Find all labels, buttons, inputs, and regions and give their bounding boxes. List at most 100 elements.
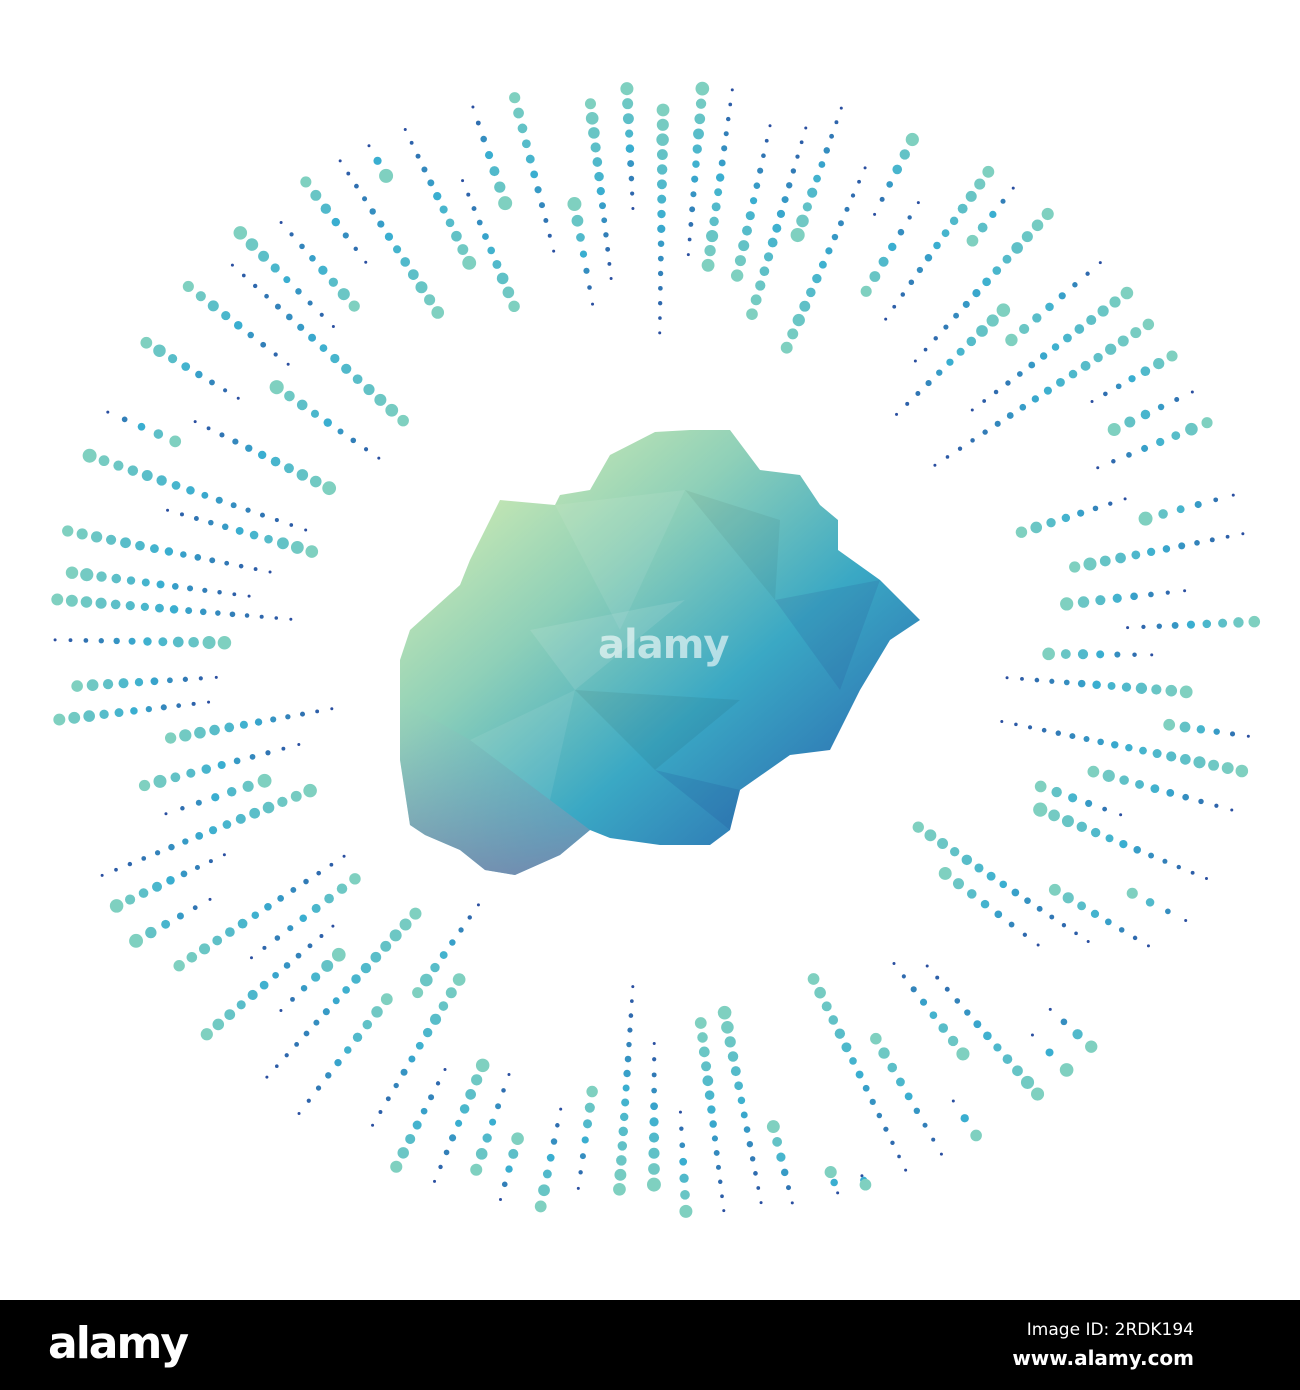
ray-dot xyxy=(237,918,248,929)
ray-dot xyxy=(65,566,79,579)
ray-dot xyxy=(1041,207,1054,221)
ray-dot xyxy=(999,880,1008,889)
ray-dot xyxy=(709,1120,717,1128)
ray-dot xyxy=(1097,305,1109,317)
ray-dot xyxy=(249,807,261,819)
ray-dot xyxy=(1139,746,1147,755)
ray-dot xyxy=(98,455,110,467)
ray-dot xyxy=(68,638,73,643)
ray-dot xyxy=(938,1023,949,1033)
ray-dot xyxy=(53,638,57,642)
ray-dot xyxy=(330,353,340,364)
ray-dot xyxy=(690,191,697,198)
ray-dot xyxy=(338,159,342,163)
ray-dot xyxy=(1231,493,1235,497)
ray-dot xyxy=(269,380,284,395)
ray-dot xyxy=(173,960,185,972)
ray-dot xyxy=(171,481,181,490)
ray-dot xyxy=(727,1051,739,1062)
ray-dot xyxy=(407,269,419,280)
ray-dot xyxy=(224,560,230,566)
ray-dot xyxy=(1069,733,1076,740)
ray-dot xyxy=(1093,352,1103,363)
ray-dot xyxy=(742,225,752,236)
ray-dot xyxy=(1118,927,1125,933)
ray-dot xyxy=(657,270,664,277)
ray-dot xyxy=(596,187,605,196)
ray-dot xyxy=(746,308,758,320)
ray-dot xyxy=(182,676,188,682)
ray-dot xyxy=(970,438,975,443)
ray-dot xyxy=(1150,784,1160,794)
ray-dot xyxy=(141,470,153,481)
ray-dot xyxy=(106,410,110,414)
ray-dot xyxy=(1166,751,1177,762)
ray-dot xyxy=(1034,677,1040,683)
ray-dot xyxy=(102,679,114,690)
ray-dot xyxy=(206,426,211,431)
ray-dot xyxy=(884,317,888,321)
ray-dot xyxy=(305,545,319,558)
ray-dot xyxy=(1077,509,1085,517)
ray-dot xyxy=(1020,676,1024,681)
ray-dot xyxy=(459,1104,470,1114)
ray-dot xyxy=(307,300,313,306)
ray-dot xyxy=(1011,186,1015,190)
ray-dot xyxy=(264,293,269,299)
ray-dot xyxy=(274,935,281,941)
ray-dot xyxy=(714,188,723,197)
ray-dot xyxy=(837,220,844,227)
ray-dot xyxy=(976,325,988,337)
ray-dot xyxy=(166,876,175,885)
ray-dot xyxy=(164,812,168,816)
ray-dot xyxy=(341,363,352,374)
ray-dot xyxy=(704,1090,715,1100)
ray-dot xyxy=(625,129,634,138)
ray-dot xyxy=(1090,827,1101,838)
ray-dot xyxy=(1043,386,1052,395)
ray-dot xyxy=(628,1013,634,1018)
ray-dot xyxy=(924,253,933,262)
ray-dot xyxy=(509,92,521,104)
sunburst-map-illustration xyxy=(51,81,1261,1218)
ray-dot xyxy=(156,580,165,589)
ray-dot xyxy=(1111,459,1116,464)
ray-dot xyxy=(168,354,178,364)
ray-dot xyxy=(272,971,279,979)
ray-dot xyxy=(209,724,220,736)
ray-dot xyxy=(258,250,270,262)
ray-dot xyxy=(1034,780,1047,793)
ray-dot xyxy=(439,951,448,959)
ray-dot xyxy=(105,534,117,545)
ray-dot xyxy=(214,675,218,679)
site-url: www.alamy.com xyxy=(1012,1346,1194,1370)
island-facet xyxy=(655,770,740,830)
ray-dot xyxy=(1060,649,1071,659)
ray-dot xyxy=(501,1181,508,1188)
ray-dot xyxy=(870,1032,882,1045)
ray-dot xyxy=(171,583,179,590)
ray-dot xyxy=(138,888,149,898)
ray-dot xyxy=(1153,357,1165,370)
ray-dot xyxy=(412,1120,422,1130)
ray-dot xyxy=(337,428,344,435)
ray-dot xyxy=(1056,377,1065,387)
ray-dot xyxy=(415,281,428,294)
ray-dot xyxy=(818,161,826,168)
ray-dot xyxy=(1125,744,1133,752)
ray-dot xyxy=(238,563,244,569)
ray-dot xyxy=(1163,718,1176,731)
ray-dot xyxy=(1020,1075,1035,1089)
ray-dot xyxy=(1031,219,1044,232)
ray-dot xyxy=(344,1046,352,1054)
ray-dot xyxy=(449,1134,457,1142)
ray-dot xyxy=(1202,619,1212,629)
ray-dot xyxy=(164,732,177,744)
ray-dot xyxy=(786,1185,791,1191)
ray-dot xyxy=(1190,390,1194,394)
ray-dot xyxy=(620,1112,629,1122)
ray-dot xyxy=(780,341,793,354)
ray-dot xyxy=(1148,591,1154,598)
ray-dot xyxy=(471,105,475,109)
ray-dot xyxy=(679,1157,688,1166)
